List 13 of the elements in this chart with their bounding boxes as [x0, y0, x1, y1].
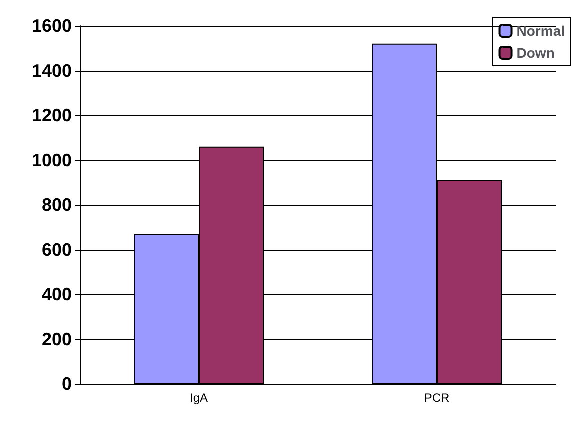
y-tick-label: 1200 — [32, 106, 72, 126]
y-tick-label: 600 — [42, 240, 72, 260]
y-tick-label: 1000 — [32, 150, 72, 170]
y-tick-label: 200 — [42, 329, 72, 350]
y-tick-label: 1600 — [32, 16, 72, 36]
x-tick-label: IgA — [190, 391, 208, 405]
y-tick-label: 1400 — [32, 60, 72, 81]
y-tick-label: 800 — [42, 195, 72, 215]
legend-label: Down — [516, 45, 555, 61]
x-tick-label: PCR — [424, 391, 450, 405]
y-tick-label: 0 — [62, 374, 72, 394]
y-tick-label: 400 — [42, 284, 72, 304]
legend-label: Normal — [516, 23, 565, 39]
